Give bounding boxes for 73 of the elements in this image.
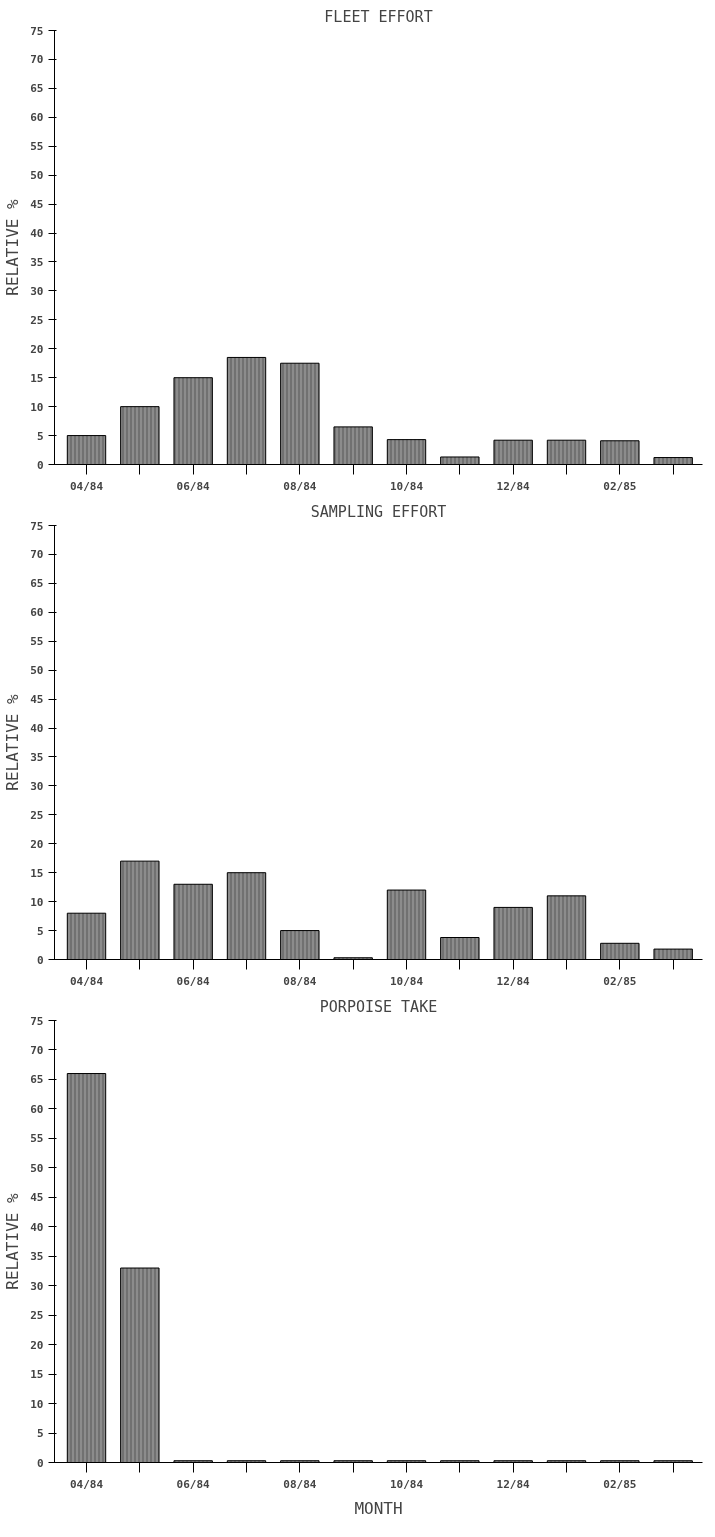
y-tick-label: 65 bbox=[30, 82, 44, 96]
y-tick-label: 35 bbox=[30, 255, 44, 269]
y-tick-label: 0 bbox=[36, 458, 44, 472]
x-tick-label: 08/84 bbox=[283, 479, 317, 493]
y-tick-label: 70 bbox=[30, 1043, 44, 1057]
y-tick-label: 70 bbox=[30, 548, 44, 562]
y-tick-label: 5 bbox=[36, 1427, 44, 1441]
y-tick-label: 0 bbox=[36, 953, 44, 967]
x-tick-label: 04/84 bbox=[69, 1477, 104, 1491]
x-tick-label: 02/85 bbox=[603, 479, 637, 493]
x-tick-label: 08/84 bbox=[283, 974, 317, 988]
x-tick-label: 04/84 bbox=[69, 479, 104, 493]
y-tick-label: 20 bbox=[30, 837, 44, 851]
y-tick-label: 75 bbox=[30, 1014, 44, 1028]
y-tick-label: 65 bbox=[30, 577, 44, 591]
y-tick-label: 45 bbox=[30, 198, 44, 212]
x-tick-label: 12/84 bbox=[496, 479, 531, 493]
y-tick-label: 40 bbox=[30, 227, 44, 241]
x-tick-label: 10/84 bbox=[389, 974, 424, 988]
y-tick-label: 10 bbox=[30, 895, 44, 909]
x-axis-title: MONTH bbox=[354, 1498, 403, 1518]
y-tick-label: 50 bbox=[30, 664, 44, 678]
y-tick-label: 50 bbox=[30, 1161, 44, 1175]
y-tick-label: 70 bbox=[30, 53, 44, 67]
y-tick-label: 50 bbox=[30, 169, 44, 183]
y-tick-label: 5 bbox=[36, 924, 44, 938]
y-tick-label: 25 bbox=[30, 808, 44, 822]
y-tick-label: 60 bbox=[30, 606, 44, 620]
y-tick-label: 60 bbox=[30, 1102, 44, 1116]
y-tick-label: 20 bbox=[30, 1338, 44, 1352]
x-tick-label: 10/84 bbox=[389, 479, 424, 493]
y-tick-label: 30 bbox=[30, 284, 44, 298]
y-tick-label: 0 bbox=[36, 1456, 44, 1470]
y-tick-label: 55 bbox=[30, 140, 44, 154]
x-tick-label: 06/84 bbox=[176, 479, 211, 493]
x-tick-label: 08/84 bbox=[283, 1477, 317, 1491]
y-tick-label: 25 bbox=[30, 1309, 44, 1323]
y-tick-label: 5 bbox=[36, 429, 44, 443]
y-tick-label: 30 bbox=[30, 779, 44, 793]
y-tick-label: 15 bbox=[30, 866, 44, 880]
y-tick-label: 55 bbox=[30, 635, 44, 649]
y-tick-label: 35 bbox=[30, 1250, 44, 1264]
x-tick-label: 10/84 bbox=[389, 1477, 424, 1491]
y-tick-label: 60 bbox=[30, 111, 44, 125]
y-tick-label: 20 bbox=[30, 342, 44, 356]
chart-title: PORPOISE TAKE bbox=[319, 997, 438, 1016]
y-tick-label: 10 bbox=[30, 1397, 44, 1411]
y-tick-label: 25 bbox=[30, 313, 44, 327]
y-axis-title: RELATIVE % bbox=[3, 1192, 23, 1290]
x-tick-label: 12/84 bbox=[496, 974, 531, 988]
chart-title: SAMPLING EFFORT bbox=[310, 502, 447, 521]
y-tick-label: 10 bbox=[30, 400, 44, 414]
x-tick-label: 02/85 bbox=[603, 1477, 637, 1491]
y-axis-title: RELATIVE % bbox=[3, 198, 23, 296]
x-tick-label: 12/84 bbox=[496, 1477, 531, 1491]
y-tick-label: 45 bbox=[30, 693, 44, 707]
y-axis-title: RELATIVE % bbox=[3, 693, 23, 791]
x-tick-label: 02/85 bbox=[603, 974, 637, 988]
y-tick-label: 15 bbox=[30, 1368, 44, 1382]
x-tick-label: 04/84 bbox=[69, 974, 104, 988]
y-tick-label: 30 bbox=[30, 1279, 44, 1293]
y-tick-label: 15 bbox=[30, 371, 44, 385]
x-tick-label: 06/84 bbox=[176, 974, 211, 988]
y-tick-label: 75 bbox=[30, 24, 44, 38]
y-tick-label: 40 bbox=[30, 722, 44, 736]
x-tick-label: 06/84 bbox=[176, 1477, 211, 1491]
y-tick-label: 55 bbox=[30, 1132, 44, 1146]
chart-title: FLEET EFFORT bbox=[324, 7, 433, 26]
y-tick-label: 65 bbox=[30, 1073, 44, 1087]
y-tick-label: 35 bbox=[30, 750, 44, 764]
y-tick-label: 45 bbox=[30, 1191, 44, 1205]
y-tick-label: 40 bbox=[30, 1220, 44, 1234]
y-tick-label: 75 bbox=[30, 519, 44, 533]
